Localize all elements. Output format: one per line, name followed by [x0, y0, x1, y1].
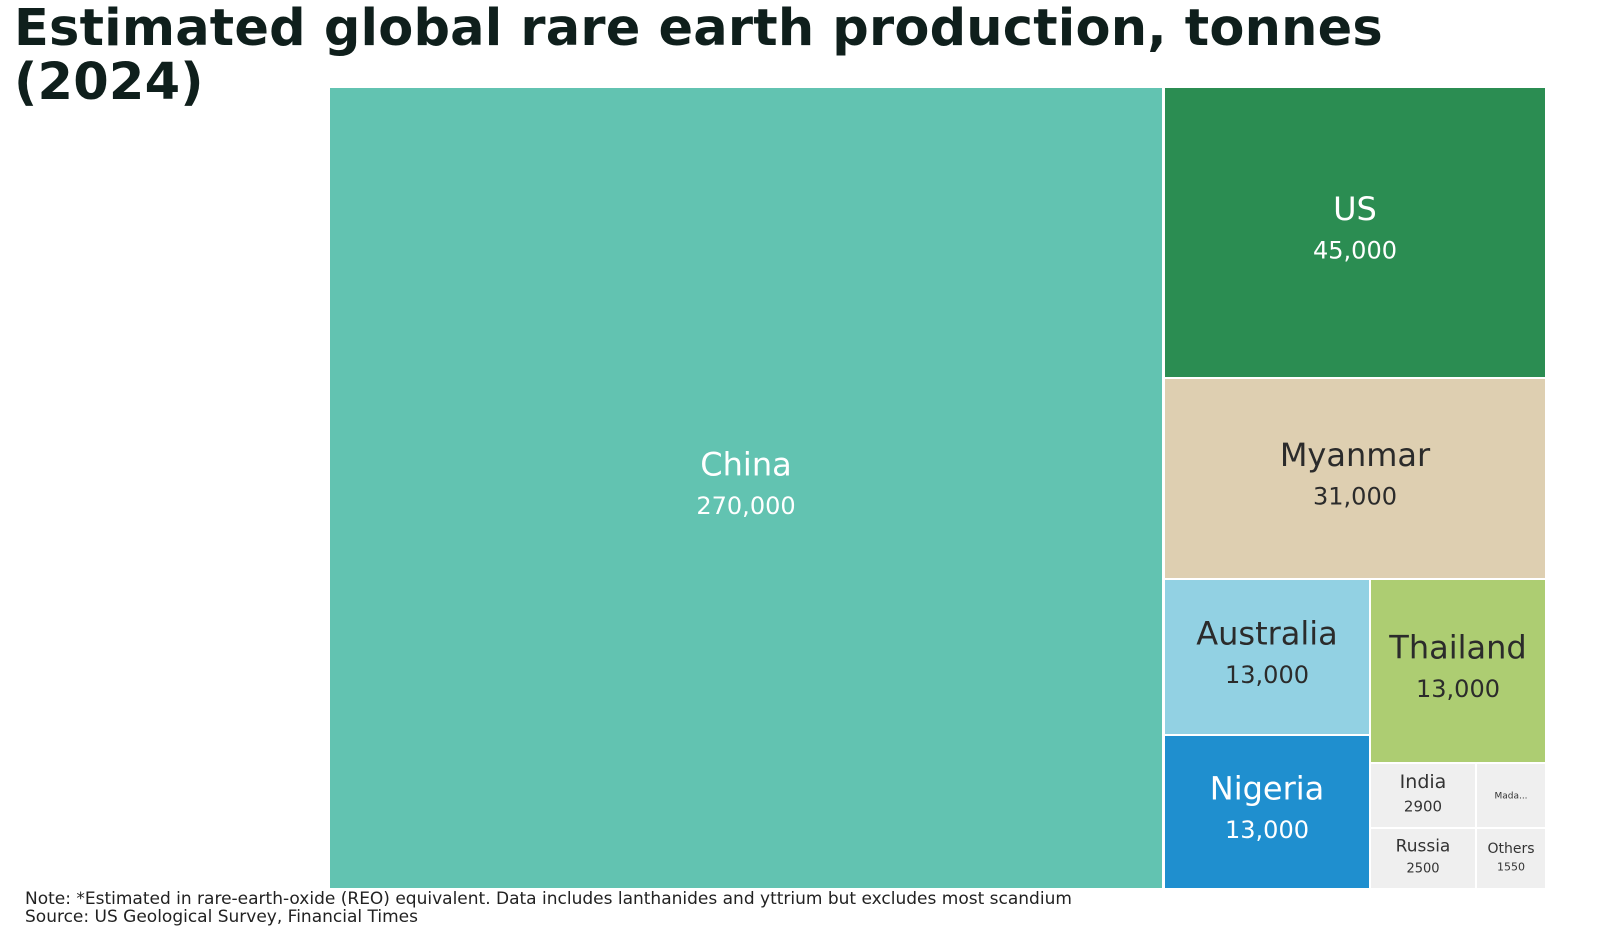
treemap-value-india: 2900 [1404, 798, 1442, 816]
treemap-tile-russia: Russia 2500 [1371, 829, 1475, 888]
treemap-tile-india: India 2900 [1371, 764, 1475, 827]
treemap-label-us: US [1333, 190, 1377, 228]
chart-source: Source: US Geological Survey, Financial … [25, 907, 418, 927]
treemap-rect-myanmar [1165, 379, 1545, 578]
treemap-tile-china: China 270,000 [330, 88, 1162, 888]
treemap-rect-australia [1165, 580, 1369, 734]
treemap-label-russia: Russia [1396, 837, 1451, 857]
treemap-value-china: 270,000 [696, 492, 795, 520]
treemap-value-us: 45,000 [1313, 237, 1397, 265]
treemap-value-nigeria: 13,000 [1225, 816, 1309, 844]
treemap-rect-nigeria [1165, 736, 1369, 888]
treemap-rect-russia [1371, 829, 1475, 888]
treemap-rect-india [1371, 764, 1475, 827]
treemap-rect-us [1165, 88, 1545, 377]
treemap-label-china: China [700, 445, 791, 483]
treemap-label-australia: Australia [1196, 614, 1338, 652]
treemap-rect-thailand [1371, 580, 1545, 762]
treemap-label-mada: Mada... [1494, 792, 1527, 802]
chart-title: Estimated global rare earth production, … [14, 0, 1383, 112]
treemap-value-russia: 2500 [1406, 862, 1439, 877]
treemap-rect-others [1477, 829, 1545, 888]
treemap-rect-china [330, 88, 1162, 888]
treemap-label-nigeria: Nigeria [1210, 769, 1324, 807]
treemap-tile-nigeria: Nigeria 13,000 [1165, 736, 1369, 888]
treemap-tile-australia: Australia 13,000 [1165, 580, 1369, 734]
treemap-tile-mada: Mada... [1477, 764, 1545, 827]
chart-note: Note: *Estimated in rare-earth-oxide (RE… [25, 889, 1072, 909]
treemap-tile-myanmar: Myanmar 31,000 [1165, 379, 1545, 578]
treemap-label-thailand: Thailand [1388, 628, 1526, 666]
treemap-value-australia: 13,000 [1225, 661, 1309, 689]
treemap-value-others: 1550 [1497, 860, 1525, 873]
treemap-tile-us: US 45,000 [1165, 88, 1545, 377]
treemap-label-india: India [1400, 771, 1447, 793]
treemap-tile-others: Others 1550 [1477, 829, 1545, 888]
treemap-value-myanmar: 31,000 [1313, 483, 1397, 511]
treemap-rect-mada [1477, 764, 1545, 827]
chart-footer: Note: *Estimated in rare-earth-oxide (RE… [25, 890, 1072, 926]
treemap-value-thailand: 13,000 [1416, 675, 1500, 703]
treemap-label-others: Others [1487, 841, 1534, 857]
treemap-label-myanmar: Myanmar [1280, 436, 1431, 474]
treemap-tile-thailand: Thailand 13,000 [1371, 580, 1545, 762]
